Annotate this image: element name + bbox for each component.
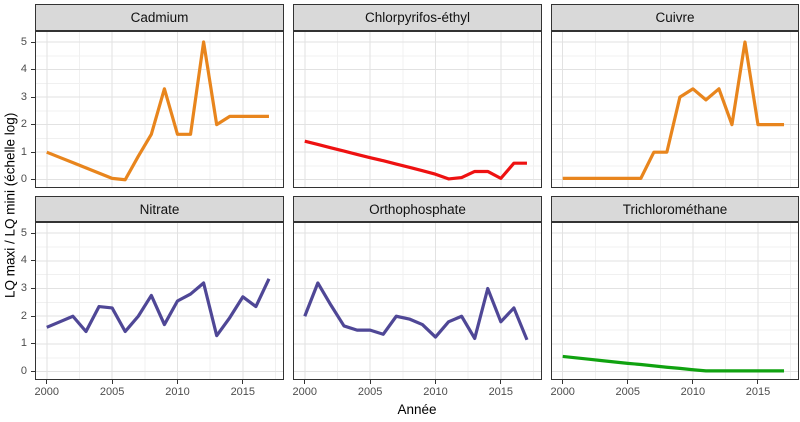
x-tick-label: 2015 xyxy=(488,386,514,398)
x-tick-label: 2010 xyxy=(165,386,190,398)
facet-plot-area-3 xyxy=(551,31,799,188)
y-axis-tick xyxy=(31,96,35,98)
facet-strip: Cuivre xyxy=(551,4,799,31)
facet-plot-area-4 xyxy=(35,222,284,380)
x-axis-tick xyxy=(46,380,48,384)
facet-strip: Nitrate xyxy=(35,196,284,222)
y-tick-label: 4 xyxy=(20,254,27,267)
data-line-orthophosphate xyxy=(303,281,529,341)
data-line-cadmium xyxy=(46,40,269,182)
x-tick-label: 2005 xyxy=(615,386,641,398)
facet-strip: Chlorpyrifos-éthyl xyxy=(293,4,542,31)
y-tick-label: 3 xyxy=(20,282,27,295)
x-axis-tick xyxy=(242,380,244,384)
facet-plot-area-6 xyxy=(551,222,799,380)
y-tick-label: 4 xyxy=(20,63,27,76)
y-axis-tick xyxy=(31,260,35,262)
y-axis-tick xyxy=(31,315,35,317)
y-axis-tick xyxy=(31,343,35,345)
x-axis-tick xyxy=(369,380,371,384)
x-axis-tick xyxy=(304,380,306,384)
x-axis-tick xyxy=(500,380,502,384)
facet-title: Cadmium xyxy=(130,10,189,25)
data-line-chlorpyrifos-éthyl xyxy=(304,139,527,181)
x-axis-tick xyxy=(176,380,178,384)
x-tick-label: 2000 xyxy=(292,386,317,398)
y-tick-label: 5 xyxy=(20,35,27,48)
x-tick-label: 2010 xyxy=(680,386,706,398)
x-axis-tick xyxy=(111,380,113,384)
facet-strip: Cadmium xyxy=(35,4,284,31)
y-tick-label: 1 xyxy=(20,337,27,350)
x-axis-tick xyxy=(562,380,564,384)
facet-title: Cuivre xyxy=(655,10,695,25)
x-tick-label: 2015 xyxy=(230,386,256,398)
x-axis-tick xyxy=(434,380,436,384)
facet-plot-area-2 xyxy=(293,31,542,188)
data-line-cuivre xyxy=(562,40,785,180)
y-axis-tick xyxy=(31,124,35,126)
y-tick-label: 5 xyxy=(20,226,27,239)
x-tick-label: 2005 xyxy=(99,386,125,398)
y-axis-tick xyxy=(31,232,35,234)
facet-title: Orthophosphate xyxy=(369,201,466,217)
y-axis-tick xyxy=(31,288,35,290)
facet-strip: Orthophosphate xyxy=(293,196,542,222)
facet-strip: Trichlorométhane xyxy=(551,196,799,222)
x-tick-label: 2000 xyxy=(550,386,575,398)
facet-title: Trichlorométhane xyxy=(622,201,728,217)
y-axis-tick xyxy=(31,371,35,373)
x-axis-tick xyxy=(757,380,759,384)
y-tick-label: 3 xyxy=(20,90,27,103)
data-line-nitrate xyxy=(46,278,271,338)
x-axis-tick xyxy=(692,380,694,384)
x-axis-title: Année xyxy=(397,402,437,417)
data-line-trichlorométhane xyxy=(562,354,785,373)
y-axis-title: LQ maxi / LQ mini (échelle log) xyxy=(2,112,18,299)
y-tick-label: 1 xyxy=(20,145,27,158)
x-tick-label: 2010 xyxy=(423,386,448,398)
x-axis-tick xyxy=(627,380,629,384)
y-tick-label: 2 xyxy=(20,309,27,322)
y-tick-label: 0 xyxy=(20,365,27,378)
y-tick-label: 2 xyxy=(20,118,27,131)
x-tick-label: 2015 xyxy=(745,386,771,398)
facet-title: Chlorpyrifos-éthyl xyxy=(364,10,471,25)
y-axis-tick xyxy=(31,69,35,71)
facet-plot-area-5 xyxy=(293,222,542,380)
y-tick-label: 0 xyxy=(20,173,27,186)
y-axis-tick xyxy=(31,179,35,181)
y-axis-tick xyxy=(31,151,35,153)
x-tick-label: 2005 xyxy=(357,386,383,398)
y-axis-tick xyxy=(31,41,35,43)
facet-title: Nitrate xyxy=(139,201,180,217)
x-tick-label: 2000 xyxy=(34,386,59,398)
facet-plot-area-1 xyxy=(35,31,284,188)
